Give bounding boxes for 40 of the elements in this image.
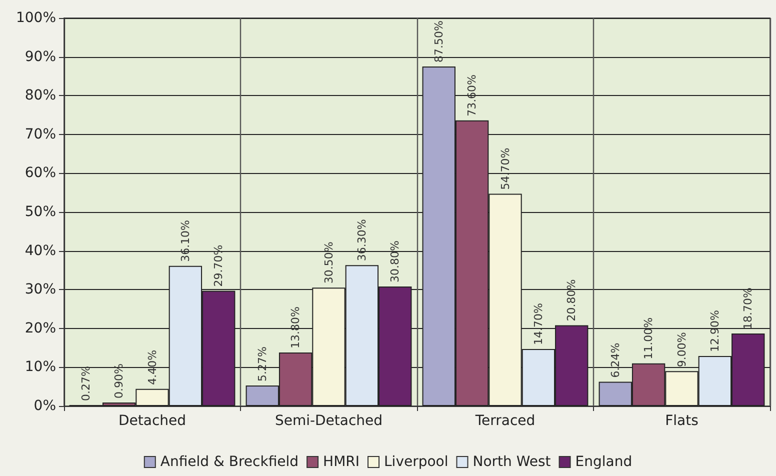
legend-label: HMRI bbox=[323, 454, 360, 470]
data-label: 13.80% bbox=[289, 306, 302, 348]
x-tick-label: Detached bbox=[118, 413, 186, 429]
legend-label: England bbox=[575, 454, 632, 470]
y-tick-label: 100% bbox=[16, 10, 56, 26]
legend-label: Liverpool bbox=[384, 454, 448, 470]
y-tick-label: 40% bbox=[24, 242, 56, 259]
data-label: 20.80% bbox=[565, 279, 578, 322]
y-tick-label: 50% bbox=[24, 204, 56, 220]
data-label: 5.27% bbox=[256, 346, 269, 382]
data-label: 9.00% bbox=[675, 332, 688, 368]
x-tick-label: Flats bbox=[665, 413, 698, 429]
y-tick-label: 70% bbox=[24, 126, 56, 142]
data-label: 73.60% bbox=[466, 74, 479, 116]
data-label: 14.70% bbox=[532, 303, 545, 345]
legend-label: Anfield & Breckfield bbox=[160, 454, 299, 470]
y-tick-label: 20% bbox=[24, 320, 56, 336]
y-tick-label: 30% bbox=[24, 282, 56, 298]
data-label: 87.50% bbox=[432, 20, 446, 62]
y-tick-label: 60% bbox=[24, 165, 56, 182]
y-tick-label: 80% bbox=[24, 88, 56, 104]
data-label: 0.90% bbox=[112, 364, 126, 399]
data-label: 30.80% bbox=[388, 240, 402, 282]
data-label: 30.50% bbox=[322, 242, 336, 284]
data-label: 6.24% bbox=[608, 342, 622, 378]
data-label: 29.70% bbox=[212, 244, 226, 287]
data-label: 18.70% bbox=[742, 287, 755, 330]
y-tick-label: 10% bbox=[24, 359, 56, 376]
data-label: 0.27% bbox=[79, 366, 92, 401]
data-label: 36.30% bbox=[355, 219, 368, 262]
legend-label: North West bbox=[472, 454, 552, 470]
x-tick-label: Semi-Detached bbox=[274, 413, 383, 429]
data-label: 11.00% bbox=[642, 317, 656, 360]
data-label: 36.10% bbox=[178, 220, 192, 262]
data-label: 4.40% bbox=[146, 350, 159, 385]
data-label: 12.90% bbox=[708, 310, 722, 352]
y-tick-label: 0% bbox=[34, 398, 56, 414]
x-tick-label: Terraced bbox=[474, 413, 536, 429]
y-tick-label: 90% bbox=[24, 48, 56, 65]
data-label: 54.70% bbox=[498, 148, 512, 190]
